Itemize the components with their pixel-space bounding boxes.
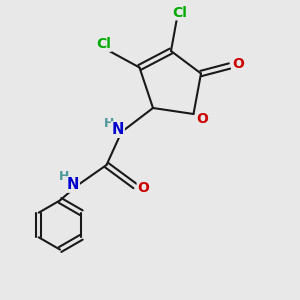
Text: Cl: Cl — [172, 6, 187, 20]
Text: O: O — [232, 58, 244, 71]
Text: N: N — [67, 177, 79, 192]
Text: H: H — [104, 116, 114, 130]
Text: H: H — [59, 170, 69, 184]
Text: Cl: Cl — [96, 37, 111, 51]
Text: O: O — [196, 112, 208, 126]
Text: N: N — [112, 122, 124, 137]
Text: O: O — [137, 181, 149, 194]
